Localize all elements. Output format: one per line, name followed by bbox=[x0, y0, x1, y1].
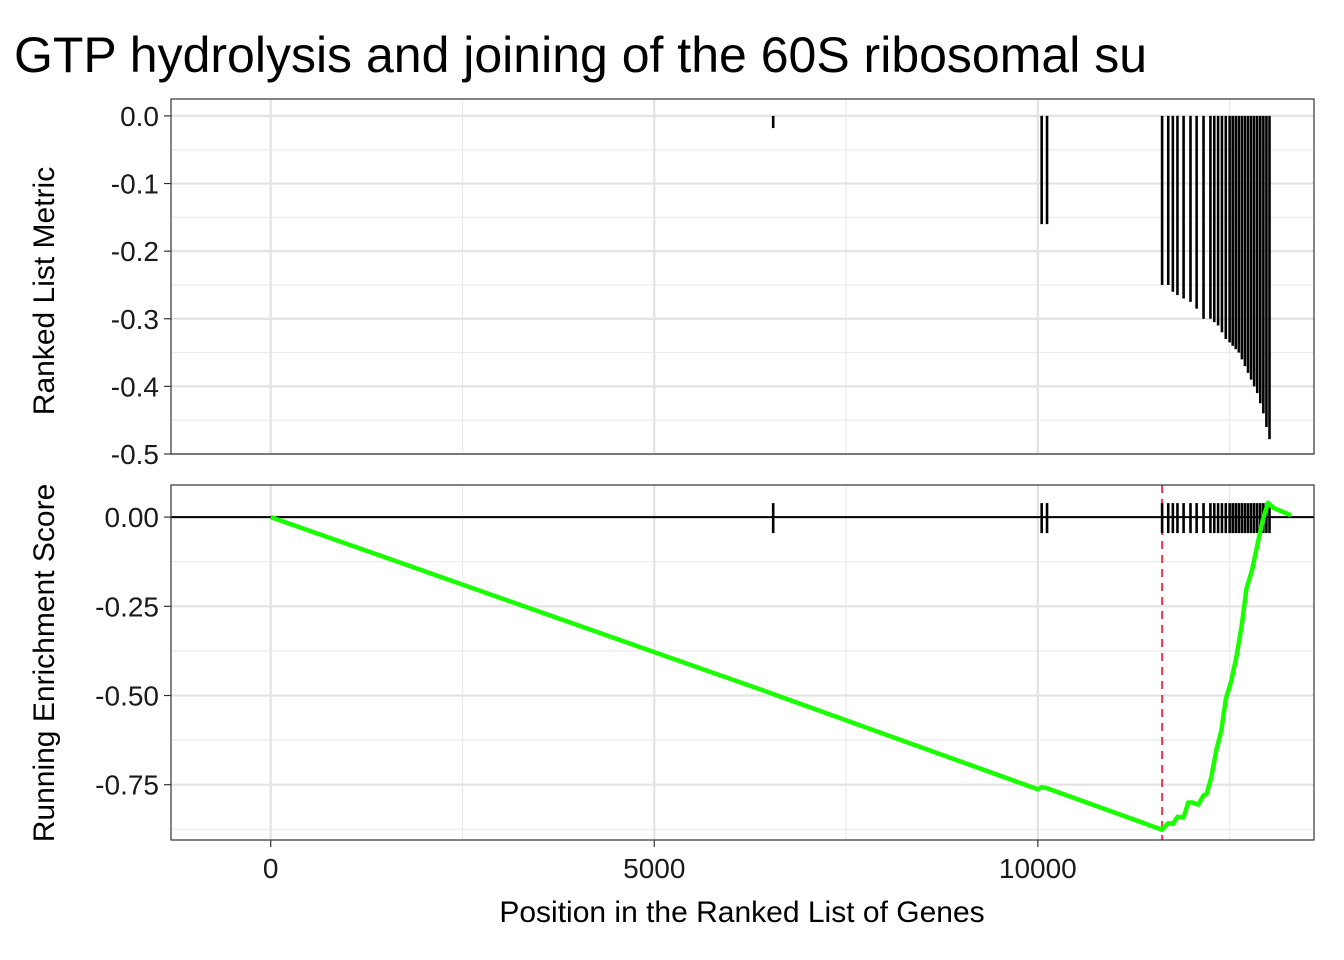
x-tick-label: 0 bbox=[263, 853, 279, 884]
bottom-panel-y-ticks: 0.00 -0.25 -0.50 -0.75 bbox=[95, 502, 171, 801]
x-axis-ticks: 0 5000 10000 bbox=[263, 840, 1077, 884]
x-tick-label: 5000 bbox=[623, 853, 685, 884]
enrichment-content bbox=[171, 485, 1314, 840]
y-tick-label: -0.25 bbox=[95, 591, 159, 622]
ranked-metric-bars bbox=[771, 115, 1271, 440]
chart-title: GTP hydrolysis and joining of the 60S ri… bbox=[14, 27, 1147, 83]
y-tick-label: -0.5 bbox=[111, 439, 159, 470]
top-panel: 0.0 -0.1 -0.2 -0.3 -0.4 -0.5 bbox=[111, 98, 1315, 470]
top-panel-y-ticks: 0.0 -0.1 -0.2 -0.3 -0.4 -0.5 bbox=[111, 101, 171, 470]
bottom-panel-background bbox=[171, 485, 1314, 840]
bottom-panel: 0.00 -0.25 -0.50 -0.75 0 5000 10000 bbox=[95, 484, 1315, 884]
bottom-panel-border bbox=[170, 484, 1315, 841]
top-panel-background bbox=[171, 99, 1314, 454]
y-tick-label: 0.00 bbox=[105, 502, 160, 533]
y-tick-label: 0.0 bbox=[120, 101, 159, 132]
y-tick-label: -0.4 bbox=[111, 371, 159, 402]
x-axis-title: Position in the Ranked List of Genes bbox=[499, 896, 984, 929]
y-tick-label: -0.2 bbox=[111, 236, 159, 267]
y-tick-label: -0.3 bbox=[111, 304, 159, 335]
y-tick-label: -0.1 bbox=[111, 169, 159, 200]
running-enrichment-line bbox=[269, 500, 1292, 832]
y-tick-label: -0.50 bbox=[95, 681, 159, 712]
y-axis-title-top: Ranked List Metric bbox=[28, 167, 61, 415]
x-tick-label: 10000 bbox=[999, 853, 1077, 884]
y-axis-title-bottom: Running Enrichment Score bbox=[28, 484, 61, 843]
y-tick-label: -0.75 bbox=[95, 770, 159, 801]
top-panel-border bbox=[170, 98, 1315, 455]
